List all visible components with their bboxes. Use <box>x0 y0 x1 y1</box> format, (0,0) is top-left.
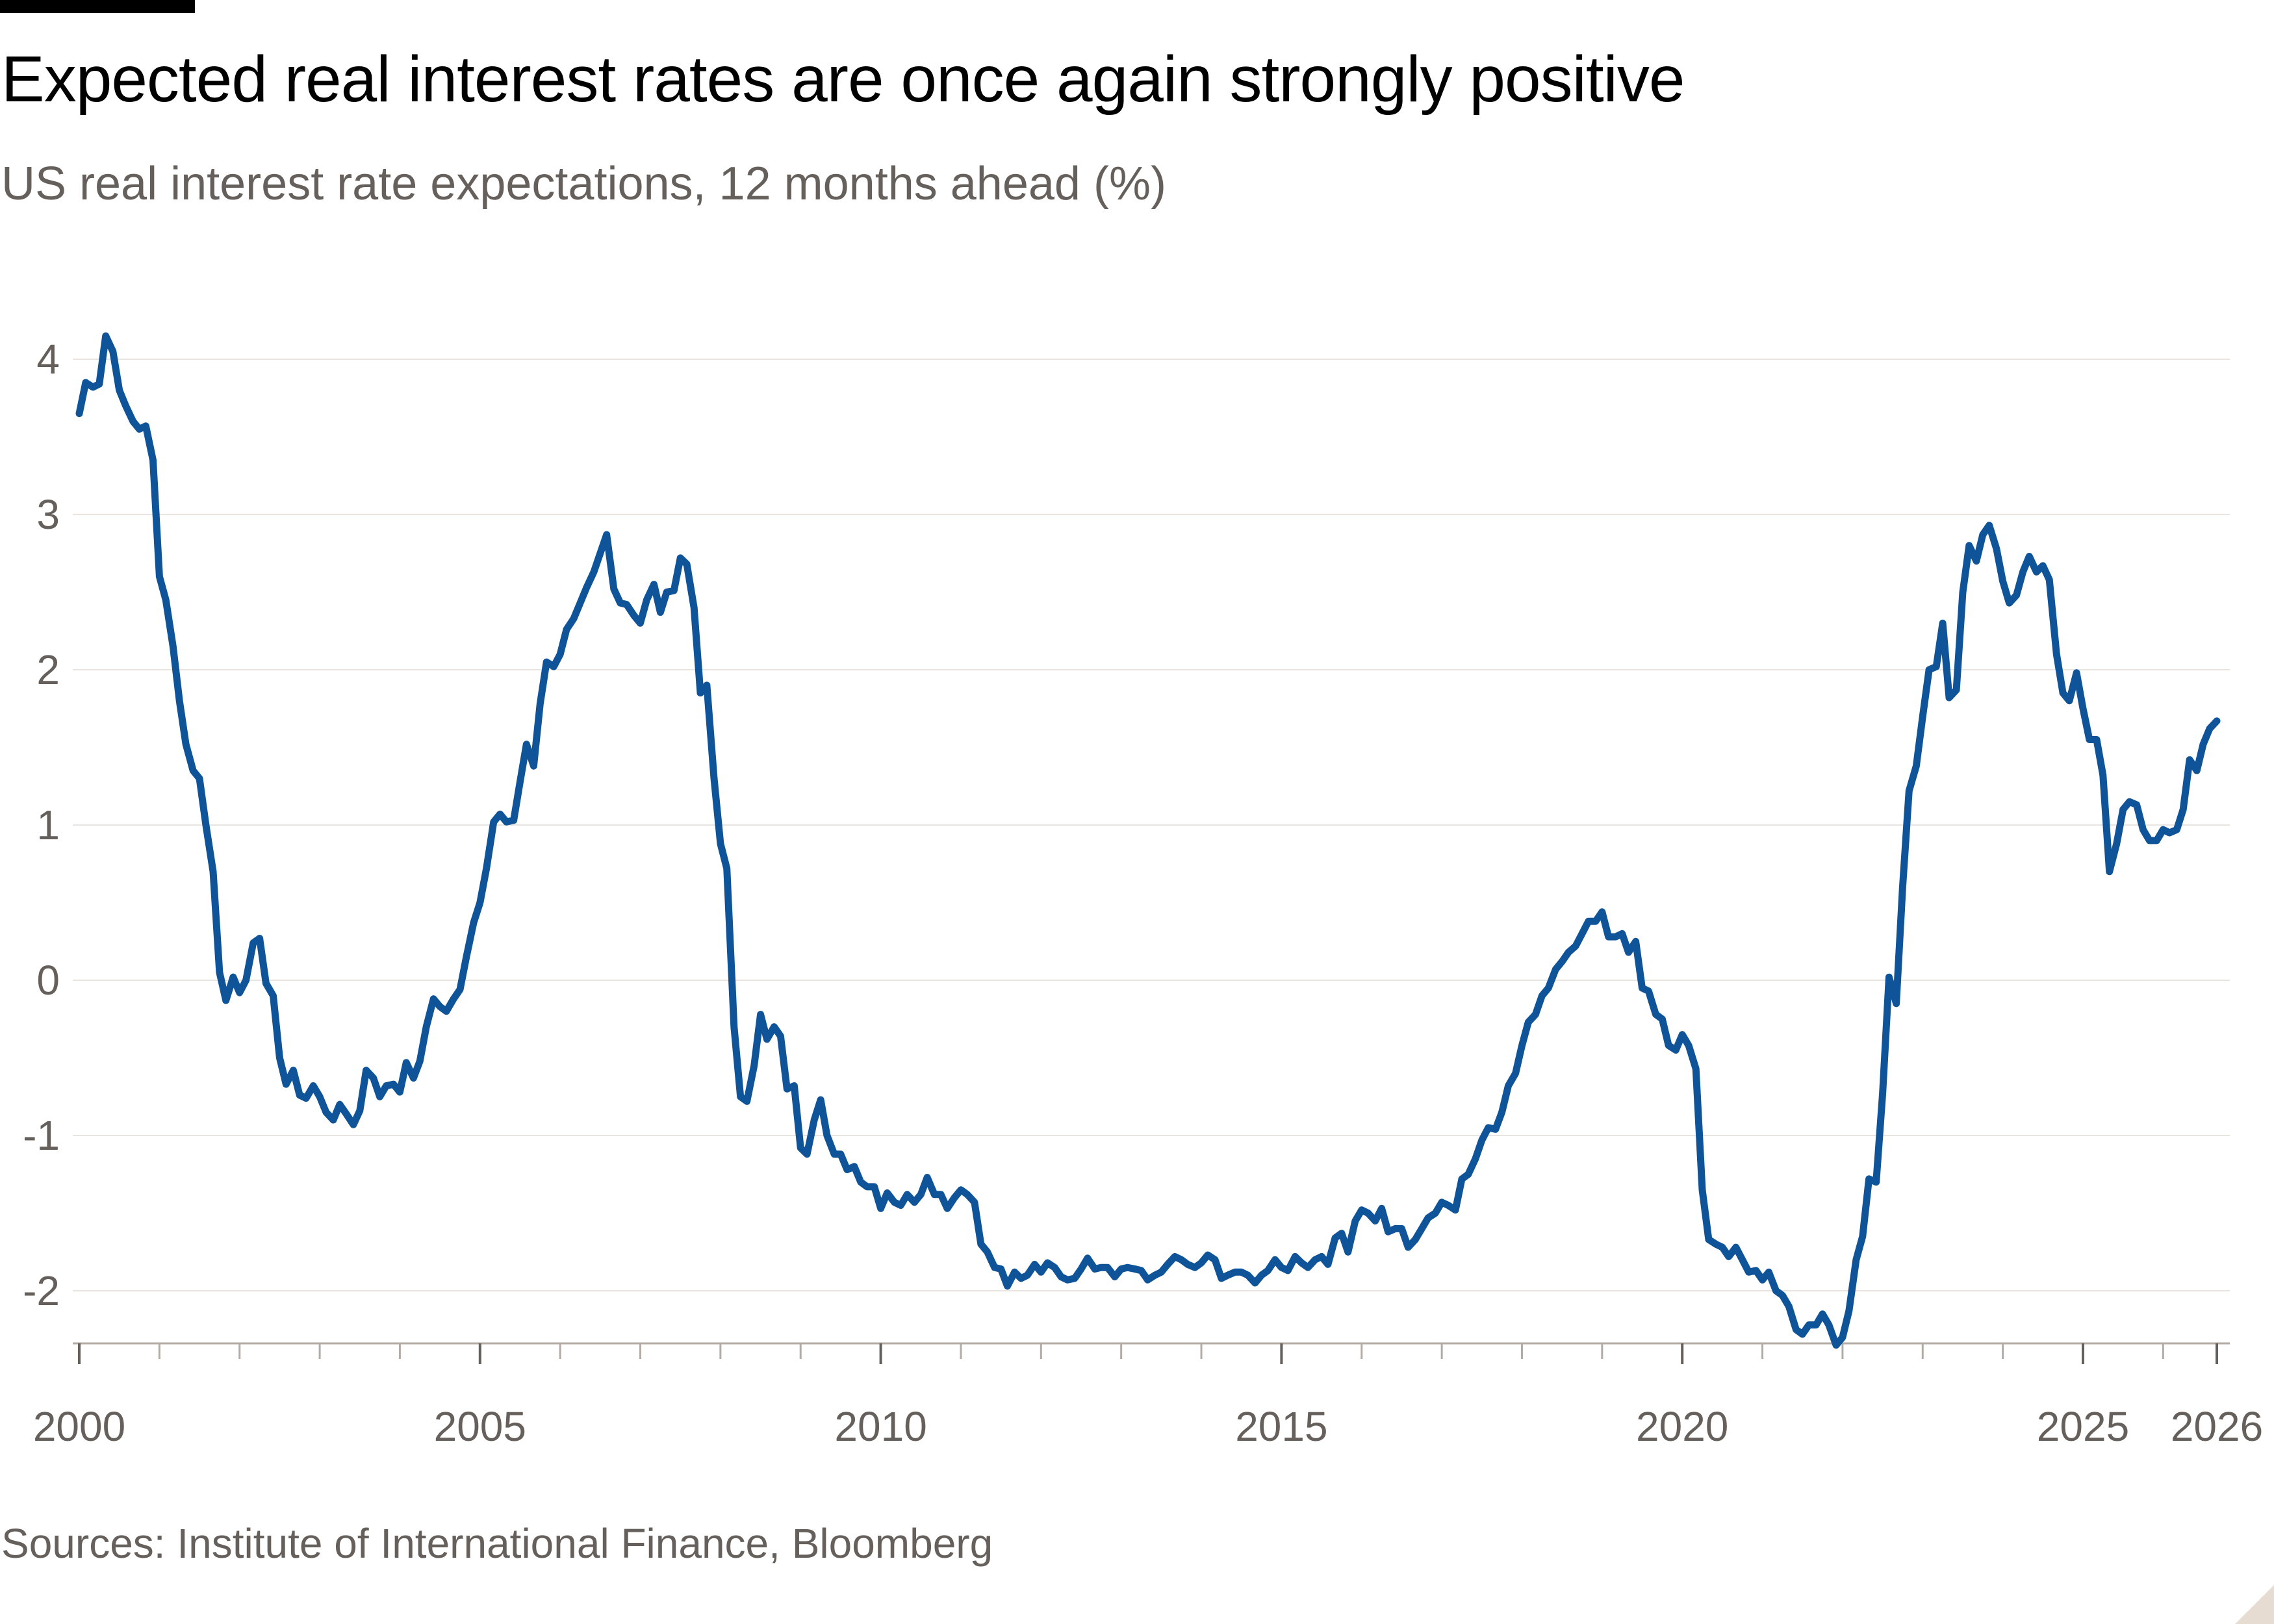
x-tick-labels: 2000 2005 2010 2015 2020 2025 2026 <box>33 1403 2263 1450</box>
x-tick-label: 2005 <box>434 1403 526 1450</box>
y-tick-label: -2 <box>23 1267 60 1314</box>
x-tick-label: 2026 <box>2171 1403 2263 1450</box>
chart-subtitle: US real interest rate expectations, 12 m… <box>1 158 1166 210</box>
gridlines <box>73 359 2230 1291</box>
y-tick-label: 1 <box>36 802 60 848</box>
y-tick-label: -1 <box>23 1112 60 1159</box>
brand-top-bar <box>0 0 195 13</box>
series-line <box>75 332 2221 1349</box>
x-tick-label: 2025 <box>2037 1403 2129 1450</box>
corner-fold-mark <box>2235 1585 2274 1624</box>
y-tick-label: 0 <box>36 957 60 1004</box>
y-tick-label: 4 <box>36 336 60 383</box>
x-tick-label: 2020 <box>1636 1403 1728 1450</box>
chart-title: Expected real interest rates are once ag… <box>1 43 1685 116</box>
x-tick-label: 2000 <box>33 1403 125 1450</box>
plot-series <box>75 332 2221 1349</box>
y-tick-label: 3 <box>36 491 60 538</box>
x-axis <box>73 1342 2230 1364</box>
y-tick-label: 2 <box>36 646 60 693</box>
y-tick-labels: 4 3 2 1 0 -1 -2 <box>23 336 60 1314</box>
source-note: Sources: Institute of International Fina… <box>1 1520 993 1567</box>
x-tick-label: 2010 <box>834 1403 926 1450</box>
x-tick-label: 2015 <box>1235 1403 1327 1450</box>
